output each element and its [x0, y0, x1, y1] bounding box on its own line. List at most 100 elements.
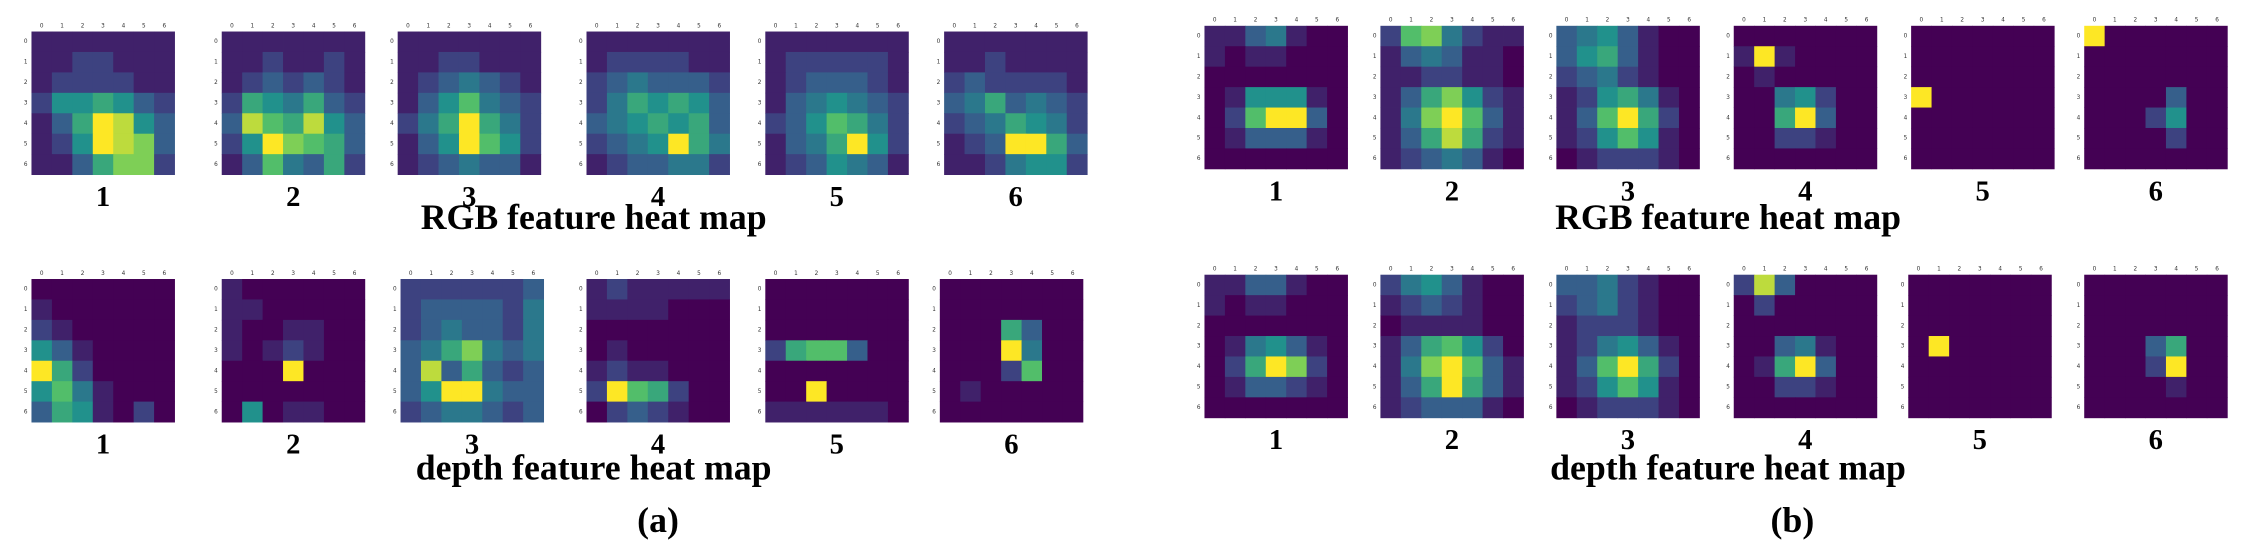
heat-cell	[2104, 274, 2126, 296]
heat-cell	[458, 113, 480, 135]
heat-cell	[2104, 356, 2126, 378]
heat-cell	[499, 92, 521, 114]
heat-cell	[283, 154, 304, 176]
heat-cell	[400, 401, 422, 423]
heat-cell	[1733, 148, 1755, 170]
heat-cell	[1005, 154, 1027, 176]
heat-cell	[2013, 25, 2035, 47]
heat-cell	[806, 381, 828, 403]
heat-cell	[2186, 336, 2208, 357]
y-tick-label: 4	[1197, 115, 1201, 121]
heat-cell	[31, 113, 53, 135]
heat-cell	[1658, 46, 1680, 68]
heat-cell	[499, 31, 521, 53]
x-tick-label: 6	[1511, 18, 1515, 24]
heat-cell	[51, 154, 73, 176]
heat-cell	[344, 381, 366, 403]
x-tick-label: 0	[1920, 18, 1924, 24]
heat-cell	[688, 279, 710, 300]
y-tick-label: 0	[1373, 282, 1377, 288]
heat-cell	[458, 92, 480, 114]
heat-cell	[867, 154, 889, 176]
heat-cell	[344, 113, 366, 135]
heat-cell	[303, 299, 325, 321]
heat-cell	[1835, 376, 1857, 398]
heat-cell	[441, 340, 463, 362]
heat-cell	[133, 381, 155, 403]
y-tick-label: 2	[1373, 323, 1377, 329]
heat-cell	[2013, 107, 2035, 129]
x-tick-label: 0	[40, 271, 44, 277]
heat-cell	[847, 72, 868, 94]
heat-cell	[668, 360, 690, 382]
x-tick-label: 0	[230, 271, 234, 277]
heat-cell	[154, 92, 175, 114]
heat-cell	[1597, 295, 1619, 317]
heat-cell	[1911, 25, 1932, 47]
heat-cell	[1462, 148, 1484, 170]
heat-cell	[2030, 336, 2052, 357]
heat-cell	[1856, 87, 1878, 108]
heat-cell	[461, 381, 483, 403]
heat-cell	[688, 340, 710, 362]
heat-cell	[1658, 148, 1680, 170]
heat-cell	[113, 401, 135, 423]
y-tick-label: 1	[1549, 54, 1553, 60]
heat-cell	[1835, 87, 1857, 108]
heat-cell	[627, 72, 649, 94]
heat-cell	[133, 319, 155, 341]
heat-cell	[344, 299, 366, 321]
heat-cell	[586, 31, 608, 53]
heat-cell	[2010, 274, 2032, 296]
y-tick-label: 0	[2077, 282, 2081, 288]
y-tick-label: 0	[1197, 282, 1201, 288]
x-tick-label: 3	[467, 23, 471, 29]
y-tick-label: 6	[758, 162, 762, 168]
heat-cell	[344, 154, 366, 176]
heat-cell	[1678, 274, 1700, 296]
heat-cell	[1733, 107, 1755, 129]
heat-cell	[479, 72, 501, 94]
heat-cell	[482, 401, 504, 423]
heat-cell	[1638, 25, 1659, 47]
y-tick-label: 6	[214, 409, 218, 415]
heat-cell	[1908, 376, 1930, 398]
heat-cell	[242, 31, 264, 53]
heat-cell	[1001, 381, 1022, 403]
heat-cell	[323, 360, 345, 382]
heat-cell	[262, 279, 284, 300]
y-tick-label: 5	[1373, 385, 1377, 391]
y-tick-label: 5	[932, 389, 936, 395]
heat-cell	[1245, 87, 1267, 108]
heat-cell	[1835, 46, 1857, 68]
heat-cell	[2206, 397, 2228, 419]
heat-cell	[984, 92, 1006, 114]
x-tick-label: 1	[1233, 18, 1237, 24]
heat-cell	[1911, 127, 1932, 149]
heat-cell	[1327, 46, 1348, 68]
heat-cell	[785, 133, 807, 155]
heat-cell	[1754, 274, 1776, 296]
x-tick-label: 5	[876, 271, 880, 277]
heat-cell	[441, 401, 463, 423]
heat-cell	[709, 72, 730, 94]
heat-cell	[627, 340, 649, 362]
heat-cell	[887, 113, 909, 135]
x-tick-label: 4	[855, 271, 859, 277]
y-tick-label: 6	[24, 162, 28, 168]
map-label: 1	[96, 182, 110, 213]
heat-cell	[765, 360, 787, 382]
heat-cell	[1503, 397, 1524, 419]
heat-cell	[1678, 315, 1700, 337]
x-tick-label: 1	[251, 271, 255, 277]
heat-cell	[1931, 25, 1953, 47]
heat-cell	[1066, 51, 1088, 73]
x-tick-label: 4	[1998, 266, 2002, 272]
heat-cell	[1795, 107, 1816, 129]
y-tick-label: 4	[937, 121, 941, 127]
x-tick-label: 6	[1075, 23, 1079, 29]
y-tick-label: 1	[1197, 303, 1201, 309]
heat-cell	[785, 92, 807, 114]
heat-cell	[688, 113, 710, 135]
x-tick-label: 4	[488, 23, 492, 29]
